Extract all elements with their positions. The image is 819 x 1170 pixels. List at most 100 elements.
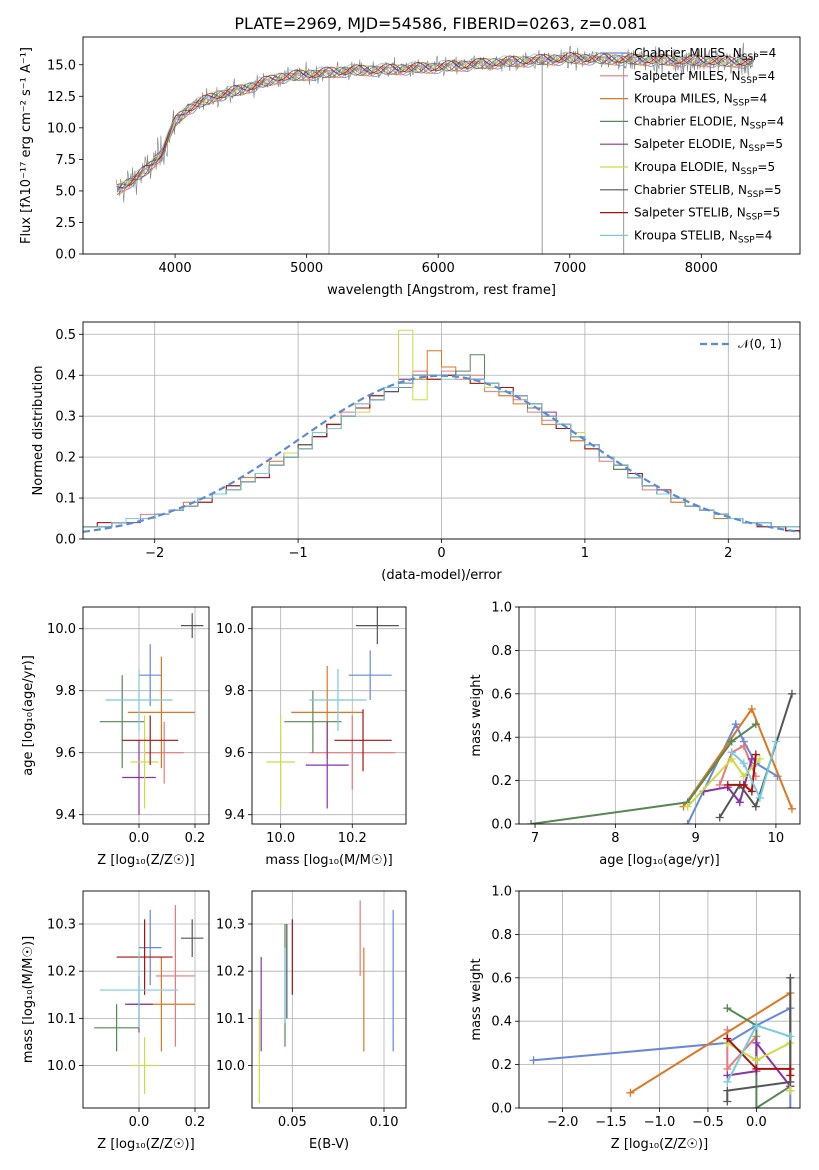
y-axis-label: mass weight [469, 674, 484, 756]
y-tick-label: 0.5 [55, 328, 76, 343]
x-tick-label: 9 [691, 831, 699, 846]
axes-frame [82, 890, 210, 1109]
legend-label: Kroupa STELIB [634, 228, 721, 242]
plot-area-residuals [83, 329, 800, 533]
y-tick-label: 10.0 [47, 622, 76, 637]
x-tick-label: −1.0 [644, 1115, 676, 1130]
weight-marker [752, 1021, 761, 1030]
x-tick-label: 10 [768, 831, 785, 846]
x-tick-label: 8000 [685, 261, 718, 276]
y-tick-label: 9.4 [224, 808, 245, 823]
x-tick-label: 0.0 [746, 1115, 767, 1130]
plot-area-age_vs_mass [266, 607, 399, 809]
spectrum-model-line [116, 53, 753, 192]
x-axis-label: wavelength [Angstrom, rest frame] [327, 283, 556, 298]
x-tick-label: 0 [437, 546, 445, 561]
y-tick-label: 0.2 [491, 774, 512, 789]
x-tick-label: 5000 [290, 261, 323, 276]
y-tick-label: 0.0 [55, 248, 76, 263]
legend-nssp: 5 [774, 183, 782, 197]
y-tick-label: 0.2 [491, 1058, 512, 1073]
y-tick-label: 9.6 [224, 746, 245, 761]
y-tick-label: 10.3 [216, 918, 245, 933]
y-axis-label: Normed distribution [31, 366, 46, 496]
weight-marker [752, 1038, 761, 1047]
axes-frame [82, 36, 801, 255]
plot-area-mass_vs_ebv [258, 900, 394, 1104]
weight-marker [751, 720, 760, 729]
spectrum-model-line [117, 55, 753, 190]
y-tick-label: 9.8 [55, 684, 76, 699]
legend-nssp: 4 [765, 228, 773, 242]
weight-marker [739, 772, 748, 781]
x-axis-label: Z [log₁₀(Z/Z☉)] [97, 1137, 194, 1152]
weight-line [731, 741, 777, 801]
spectrum-legend: Chabrier MILES, NSSP=4 Salpeter MILES, NS… [600, 46, 784, 245]
weight-marker [752, 1064, 761, 1073]
y-tick-label: 0.1 [55, 492, 76, 507]
plot-area-spectrum [115, 42, 757, 254]
x-tick-label: 0.0 [129, 831, 150, 846]
x-tick-label: 7000 [553, 261, 586, 276]
x-tick-label: 7 [531, 831, 539, 846]
x-axis-label: E(B-V) [309, 1137, 349, 1152]
y-tick-label: 10.3 [47, 918, 76, 933]
x-axis-label: age [log₁₀(age/yr)] [599, 853, 720, 868]
weight-marker [723, 780, 732, 789]
legend-nssp: 5 [767, 160, 775, 174]
weight-marker [715, 813, 724, 822]
normal-curve [83, 374, 800, 533]
weight-marker [731, 720, 740, 729]
plot-area-mass_vs_Z [94, 905, 204, 1094]
legend-label: Salpeter ELODIE [634, 137, 732, 151]
y-tick-label: 10.2 [216, 965, 245, 980]
y-tick-label: 1.0 [491, 601, 512, 616]
axes-spectrum: 4000 5000 6000 7000 8000 0.0 2.5 5.0 7.5 10.0 12.5… [19, 36, 801, 298]
spectrum-model-line [117, 52, 753, 189]
y-tick-label: 0.2 [55, 451, 76, 466]
y-tick-label: 12.5 [47, 90, 76, 105]
x-tick-label: 4000 [159, 261, 192, 276]
legend-entry: Kroupa MILES, NSSP=4 [634, 92, 767, 109]
legend-nssp: 4 [769, 46, 777, 60]
y-tick-label: 10.0 [216, 1059, 245, 1074]
x-tick-label: −0.5 [692, 1115, 724, 1130]
weight-marker [786, 1071, 795, 1080]
y-tick-label: 0.0 [491, 1102, 512, 1117]
axes-age_vs_Z: 0.0 0.2 9.4 9.6 9.8 10.0 Z [log₁₀(Z/Z☉)] age [l… [21, 606, 210, 868]
legend-entry: Chabrier ELODIE, NSSP=4 [634, 114, 784, 131]
y-tick-label: 0.0 [55, 533, 76, 548]
x-tick-label: 0.2 [185, 831, 206, 846]
y-tick-label: 10.0 [216, 622, 245, 637]
weight-marker [786, 973, 795, 982]
weight-marker [723, 1086, 732, 1095]
weight-marker [786, 1032, 795, 1041]
y-tick-label: 1.0 [491, 885, 512, 900]
legend-nssp: 5 [775, 137, 783, 151]
y-tick-label: 9.6 [55, 746, 76, 761]
x-tick-label: 0.0 [129, 1115, 150, 1130]
weight-line [686, 757, 761, 808]
weight-marker [747, 787, 756, 796]
y-tick-label: 10.0 [47, 121, 76, 136]
x-tick-label: 0.05 [278, 1115, 307, 1130]
y-tick-label: 0.4 [55, 369, 76, 384]
y-tick-label: 0.4 [491, 1015, 512, 1030]
y-tick-label: 0.6 [491, 687, 512, 702]
x-tick-label: 0.10 [370, 1115, 399, 1130]
axes-frame [82, 606, 210, 825]
weight-marker [683, 802, 692, 811]
residuals-legend: 𝒩(0, 1) [700, 337, 782, 351]
histogram-step-line [83, 374, 800, 528]
axes-frame [251, 890, 407, 1109]
weight-marker [771, 737, 780, 746]
y-tick-label: 15.0 [47, 58, 76, 73]
legend-entry: Salpeter MILES, NSSP=4 [634, 69, 775, 86]
weight-marker [755, 793, 764, 802]
axes-weight_vs_Z: −2.0 −1.5 −1.0 −0.5 0.0 0.0 0.2 0.4 0.6 0.8 1.0 Z [… [469, 885, 801, 1152]
legend-entry: Salpeter ELODIE, NSSP=5 [634, 137, 783, 154]
weight-marker [786, 1086, 795, 1095]
y-tick-label: 7.5 [55, 153, 76, 168]
weight-marker [787, 689, 796, 698]
